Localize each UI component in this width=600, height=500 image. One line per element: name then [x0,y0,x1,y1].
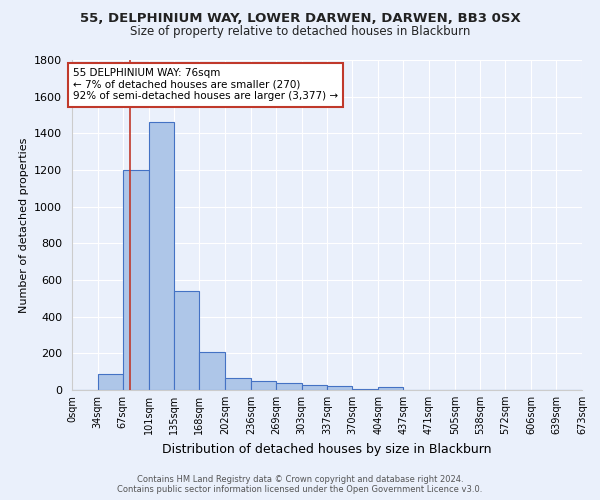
Bar [276,382,302,390]
Bar [328,386,352,390]
Text: Contains HM Land Registry data © Crown copyright and database right 2024.
Contai: Contains HM Land Registry data © Crown c… [118,474,482,494]
Bar [175,291,199,390]
Text: Size of property relative to detached houses in Blackburn: Size of property relative to detached ho… [130,25,470,38]
Y-axis label: Number of detached properties: Number of detached properties [19,138,29,312]
Bar [98,374,123,390]
Bar [149,122,175,390]
Bar [352,389,378,390]
Bar [251,381,276,390]
Bar [199,352,225,390]
Bar [378,387,403,390]
Text: 55 DELPHINIUM WAY: 76sqm
← 7% of detached houses are smaller (270)
92% of semi-d: 55 DELPHINIUM WAY: 76sqm ← 7% of detache… [73,68,338,102]
Bar [123,170,149,390]
Text: 55, DELPHINIUM WAY, LOWER DARWEN, DARWEN, BB3 0SX: 55, DELPHINIUM WAY, LOWER DARWEN, DARWEN… [80,12,520,26]
Bar [302,385,328,390]
X-axis label: Distribution of detached houses by size in Blackburn: Distribution of detached houses by size … [162,442,492,456]
Bar [225,378,251,390]
